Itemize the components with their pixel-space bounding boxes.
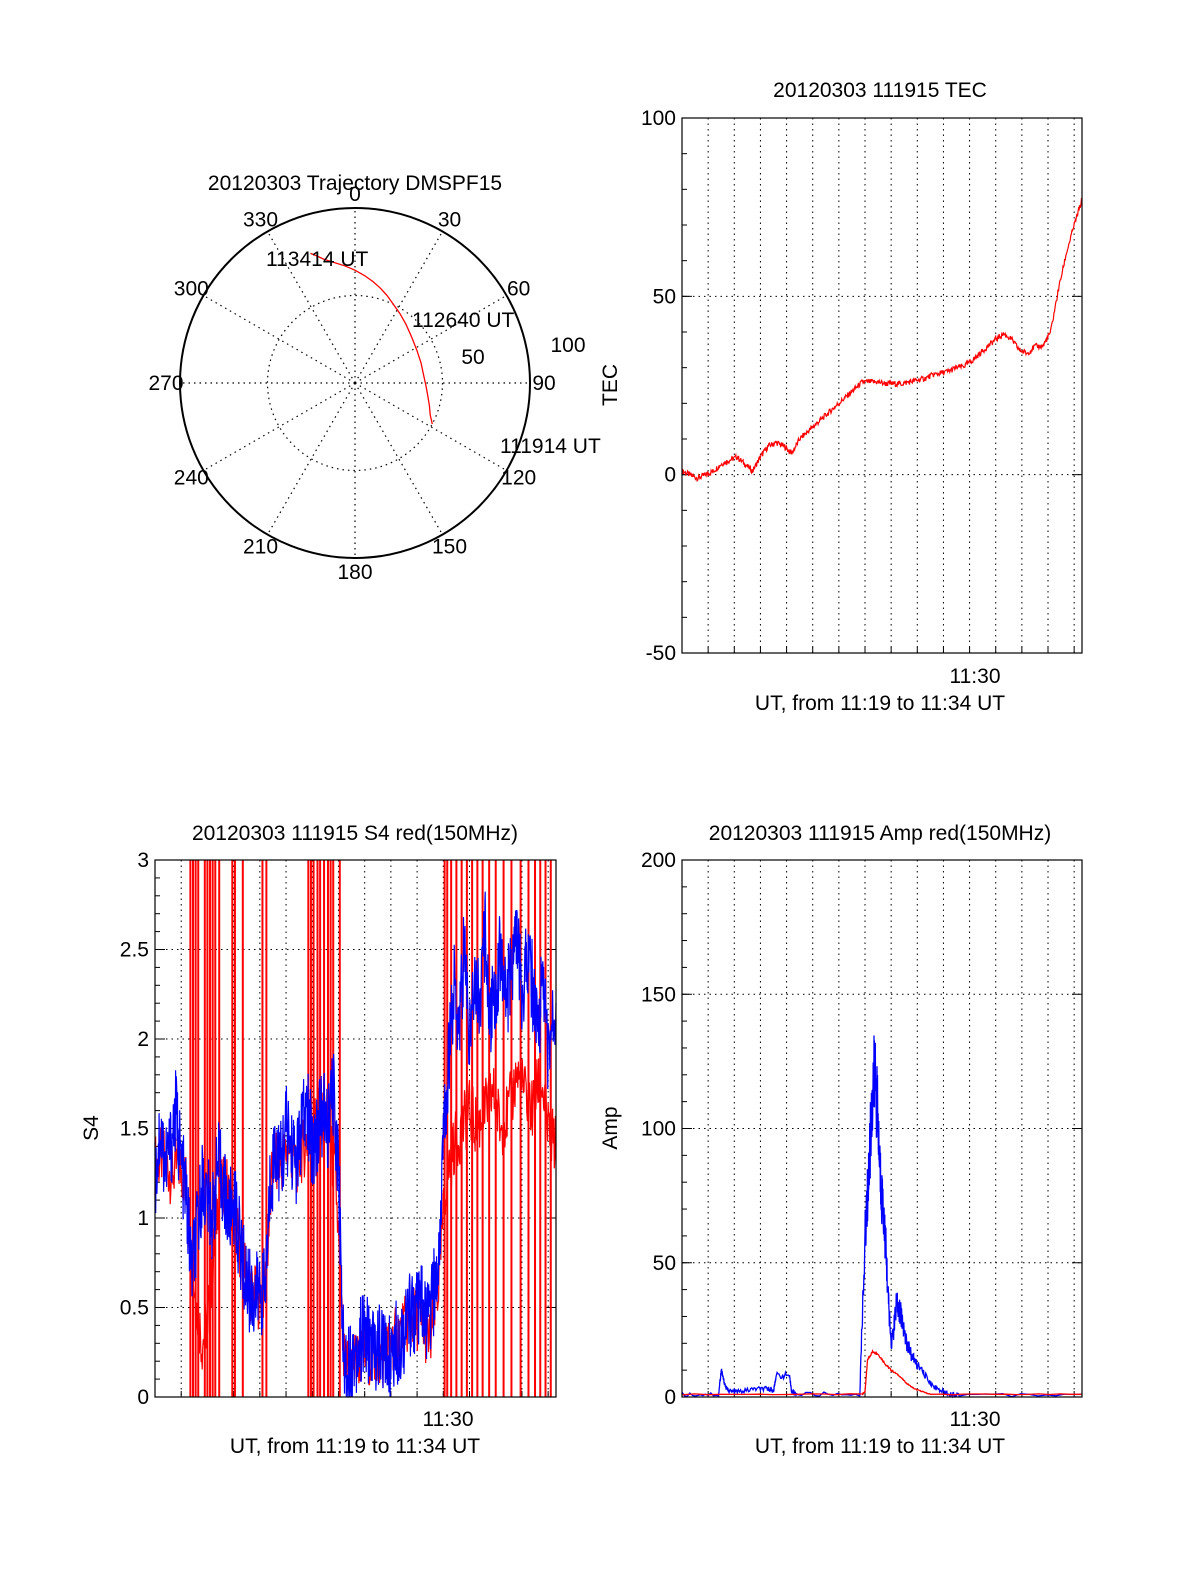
s4-x-tick-label: 11:30 <box>423 1408 474 1431</box>
polar-inner-ring <box>266 294 444 472</box>
s4-y-tick-label: 0.5 <box>120 1297 149 1320</box>
polar-azimuth-label-330: 330 <box>243 208 278 231</box>
s4-y-tick-label: 0 <box>137 1386 149 1409</box>
amp-y-tick-label: 100 <box>641 1118 676 1141</box>
s4-chart: 20120303 111915 S4 red(150MHz) 0 0.5 1 1.5 2… <box>80 822 557 1458</box>
polar-azimuth-label-150: 150 <box>432 536 467 559</box>
s4-y-tick-label: 1.5 <box>120 1118 149 1141</box>
polar-time-label-start: 111914 UT <box>500 435 601 458</box>
polar-outer-ring <box>179 207 531 559</box>
tec-plot-frame <box>681 117 1083 654</box>
polar-trajectory-line <box>310 252 433 425</box>
polar-title: 20120303 Trajectory DMSPF15 <box>208 172 502 195</box>
tec-y-axis-label: TEC <box>599 364 622 406</box>
s4-blue-series-line <box>154 891 557 1398</box>
polar-chart: 20120303 Trajectory DMSPF15 0 30 60 90 120 15… <box>148 172 600 584</box>
polar-time-label-end: 113414 UT <box>266 248 369 271</box>
tec-y-tick-label: 50 <box>653 285 676 308</box>
s4-y-tick-label: 3 <box>137 849 149 872</box>
polar-spoke-240 <box>203 382 356 472</box>
s4-plot-frame <box>154 859 557 1398</box>
s4-y-tick-label: 2.5 <box>120 939 149 962</box>
amp-y-tick-label: 150 <box>641 983 676 1006</box>
amp-chart: 20120303 111915 Amp red(150MHz) 0 50 100 15… <box>599 822 1083 1458</box>
polar-spoke-120 <box>354 382 507 472</box>
amp-red-series-line <box>681 1349 1082 1396</box>
amp-plot-frame <box>681 859 1083 1398</box>
polar-ring-label-100: 100 <box>550 334 585 357</box>
tec-series-line <box>681 197 1083 483</box>
amp-grid <box>682 859 1082 1398</box>
tec-y-tick-label: 0 <box>664 464 676 487</box>
polar-time-label-mid: 112640 UT <box>412 309 515 332</box>
amp-y-tick-labels: 0 50 100 150 200 <box>641 849 676 1409</box>
polar-azimuth-label-120: 120 <box>501 467 536 490</box>
polar-azimuth-label-90: 90 <box>532 372 555 395</box>
polar-azimuth-label-180: 180 <box>337 561 372 584</box>
tec-chart: 20120303 111915 TEC -50 0 50 100 11:30 UT, … <box>599 79 1083 715</box>
amp-y-axis-label: Amp <box>599 1106 622 1149</box>
tec-title: 20120303 111915 TEC <box>773 79 987 102</box>
polar-azimuth-label-0: 0 <box>349 183 361 206</box>
s4-y-axis-label: S4 <box>80 1115 103 1141</box>
amp-y-tick-label: 0 <box>664 1386 676 1409</box>
polar-azimuth-label-30: 30 <box>438 208 461 231</box>
s4-red-spikes <box>189 860 552 1397</box>
amp-y-tick-label: 50 <box>653 1252 676 1275</box>
amp-title: 20120303 111915 Amp red(150MHz) <box>709 822 1051 845</box>
polar-ring-label-50: 50 <box>461 346 484 369</box>
amp-x-axis-label: UT, from 11:19 to 11:34 UT <box>755 1435 1005 1458</box>
amp-x-tick-label: 11:30 <box>950 1408 1001 1431</box>
tec-y-tick-label: -50 <box>646 642 676 665</box>
tec-y-tick-labels: -50 0 50 100 <box>641 107 676 665</box>
tec-x-axis-label: UT, from 11:19 to 11:34 UT <box>755 692 1005 715</box>
s4-y-tick-label: 2 <box>137 1028 149 1051</box>
s4-title: 20120303 111915 S4 red(150MHz) <box>192 822 518 845</box>
amp-y-tick-label: 200 <box>641 849 676 872</box>
polar-azimuth-labels: 0 30 60 90 120 150 180 210 240 270 300 330 <box>148 183 555 584</box>
s4-y-tick-labels: 0 0.5 1 1.5 2 2.5 3 <box>120 849 149 1409</box>
tec-grid <box>682 117 1082 654</box>
s4-y-tick-label: 1 <box>137 1207 149 1230</box>
tec-x-tick-label: 11:30 <box>950 665 1001 688</box>
polar-azimuth-label-300: 300 <box>174 278 209 301</box>
polar-spoke-210 <box>266 382 356 535</box>
s4-x-axis-label: UT, from 11:19 to 11:34 UT <box>230 1435 480 1458</box>
polar-azimuth-label-210: 210 <box>243 536 278 559</box>
tec-y-tick-label: 100 <box>641 107 676 130</box>
polar-azimuth-label-270: 270 <box>148 372 183 395</box>
polar-azimuth-label-240: 240 <box>174 467 209 490</box>
amp-blue-series-line <box>681 1035 1083 1399</box>
polar-azimuth-label-60: 60 <box>507 278 530 301</box>
